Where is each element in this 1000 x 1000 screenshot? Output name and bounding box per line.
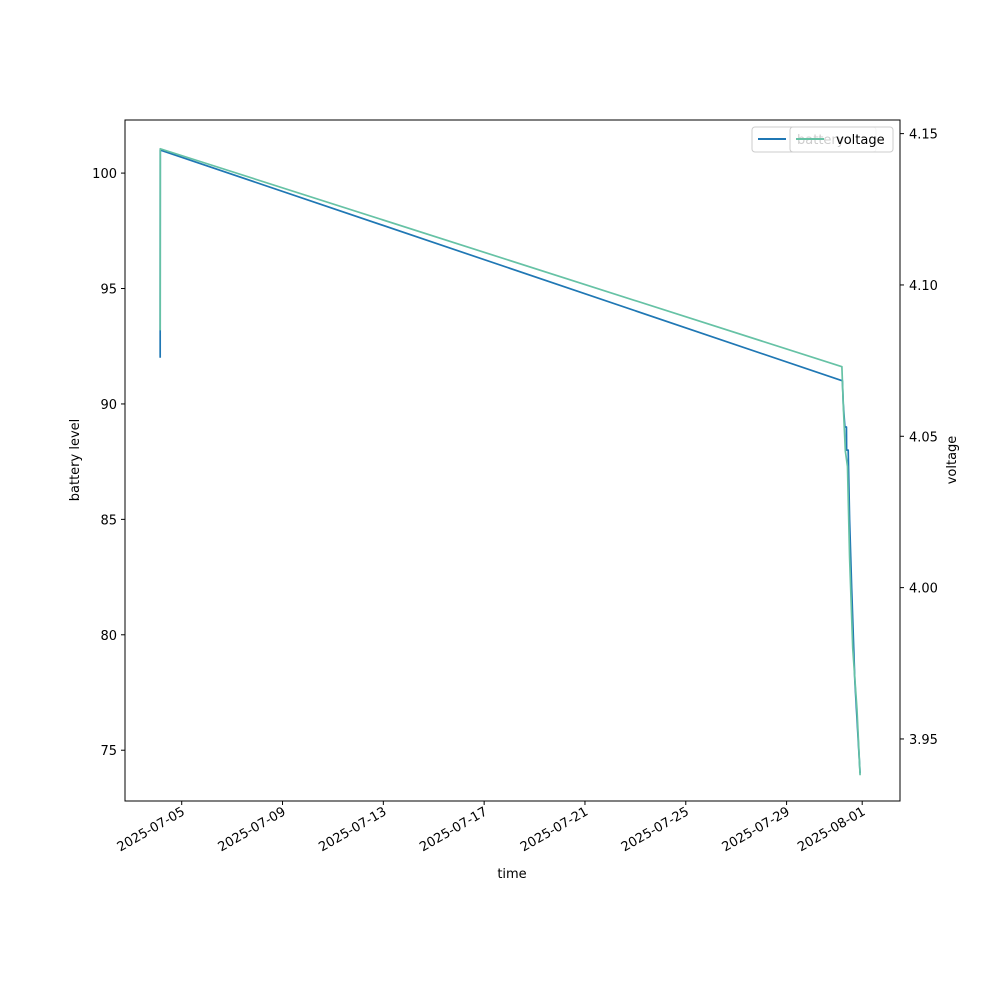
x-tick-label: 2025-07-17 [417,804,490,855]
y-right-axis-label: voltage [945,436,960,485]
legend-voltage: voltage [789,126,894,153]
y-right-axis-ticks: 3.95 4.00 4.05 4.10 4.15 [900,128,938,748]
y-left-tick-label: 80 [100,629,117,644]
x-tick-label: 2025-07-21 [518,804,591,855]
x-tick-label: 2025-07-09 [216,804,289,855]
x-tick-label: 2025-07-05 [115,804,188,855]
y-right-tick-label: 4.00 [909,582,938,597]
x-tick-label: 2025-07-25 [619,804,692,855]
series-line-voltage [159,147,861,776]
legend-text-voltage: voltage [836,133,885,148]
y-left-axis-label: battery level [68,419,83,502]
x-axis-label: time [497,867,526,882]
y-left-axis-ticks: 75 80 85 90 95 100 [92,167,125,759]
y-right-tick-label: 3.95 [909,733,938,748]
plot-lines [159,147,861,776]
x-tick-label: 2025-08-01 [795,804,868,855]
y-left-tick-label: 75 [100,744,117,759]
plot-frame [124,119,901,802]
y-left-tick-label: 85 [100,513,117,528]
y-right-tick-label: 4.05 [909,430,938,445]
y-left-tick-label: 90 [100,398,117,413]
y-right-tick-label: 4.15 [909,128,938,143]
y-left-tick-label: 100 [92,167,117,182]
y-right-tick-label: 4.10 [909,279,938,294]
x-tick-label: 2025-07-13 [316,804,389,855]
x-tick-label: 2025-07-29 [720,804,793,855]
x-axis-ticks: 2025-07-05 2025-07-09 2025-07-13 2025-07-17… [115,801,868,855]
y-left-tick-label: 95 [100,283,117,298]
series-line-battery [159,149,861,774]
